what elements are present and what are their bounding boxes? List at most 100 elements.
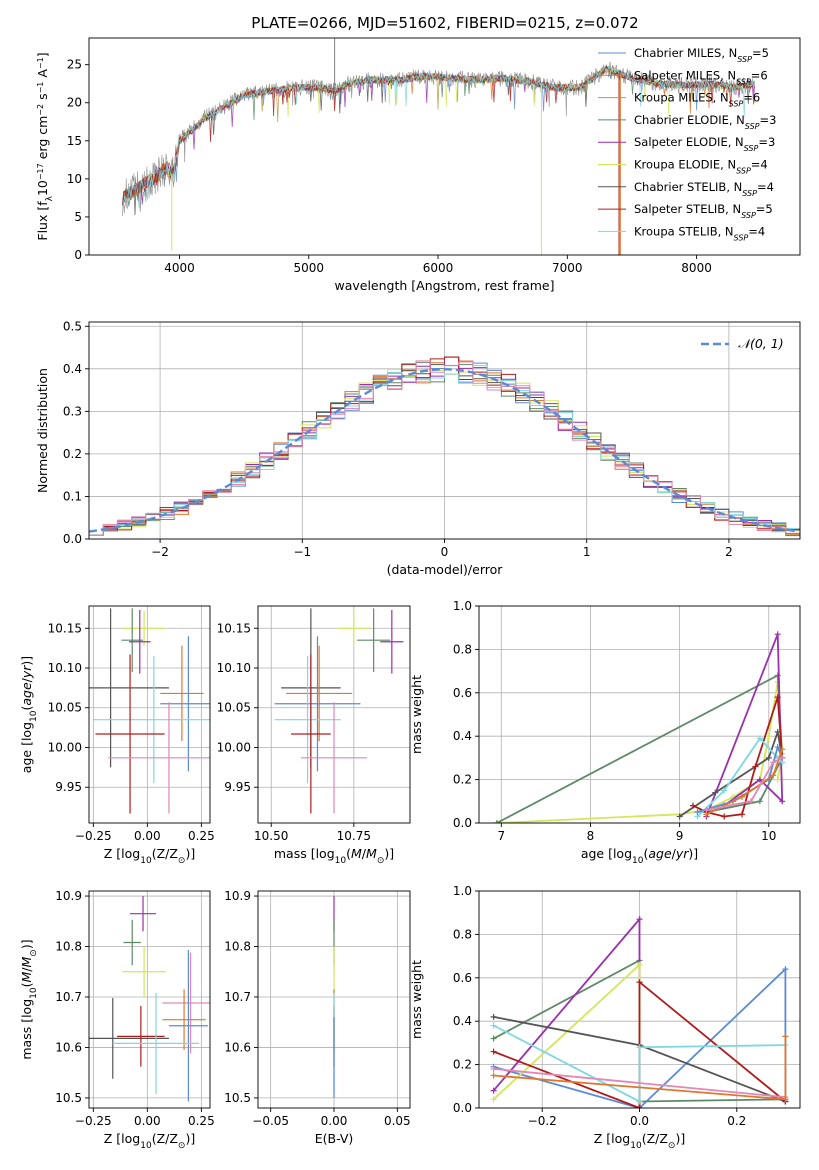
x-tick-label: 0 — [441, 545, 449, 559]
x-tick-label: 10 — [761, 829, 776, 843]
weight-marker — [774, 744, 781, 751]
weight-marker — [490, 1096, 497, 1103]
weight-marker — [770, 772, 777, 779]
errorbar-point — [130, 896, 156, 932]
errorbar-point — [95, 654, 165, 814]
legend-entry: Salpeter ELODIE, NSSP=3 — [634, 135, 775, 153]
axes-frame — [88, 890, 211, 1109]
errorbar-point — [337, 610, 371, 646]
y-tick-label: 0.4 — [453, 729, 472, 743]
y-tick-label: 10.05 — [48, 701, 82, 715]
weight-marker — [752, 763, 759, 770]
weight-series — [496, 673, 784, 823]
y-tick-label: 25 — [67, 58, 82, 72]
y-tick-label: 10.7 — [224, 990, 251, 1004]
y-axis-label: Flux [fλ10−17 erg cm−2 s−1 A−1] — [35, 52, 55, 240]
x-tick-label: 0.05 — [384, 1114, 411, 1128]
errorbar-point — [122, 946, 166, 997]
x-axis-label: mass [log10(M/M⊙)] — [274, 846, 394, 866]
weight-series — [493, 1068, 786, 1099]
y-tick-label: 10.15 — [217, 621, 251, 635]
x-axis-label: age [log10(age/yr)] — [581, 846, 698, 866]
x-tick-label: −0.25 — [75, 829, 112, 843]
y-tick-label: 0.1 — [63, 489, 82, 503]
weight-marker — [774, 631, 781, 638]
errorbar-point — [128, 609, 151, 674]
y-tick-label: 5 — [74, 210, 82, 224]
errorbar-point — [112, 992, 200, 1094]
weight-vs-metallicity-panel: −0.2 0.0 0.2 0.0 0.2 0.4 0.6 0.8 1.0 Z [log10(Z/Z… — [409, 884, 801, 1151]
weight-marker — [694, 809, 701, 816]
axes-frame — [88, 37, 801, 256]
y-axis-label: mass weight — [409, 675, 424, 754]
y-tick-label: 10.8 — [224, 940, 251, 954]
residual-legend: 𝒩(0, 1) — [701, 336, 784, 351]
x-tick-label: 0.25 — [188, 1114, 215, 1128]
errorbar-point — [89, 997, 169, 1079]
x-axis-label: Z [log10(Z/Z⊙)] — [594, 1131, 685, 1151]
gaussian-curve — [89, 368, 798, 533]
errorbar-point — [168, 950, 208, 1102]
age-vs-mass-panel: 10.50 10.75 9.95 10.00 10.05 10.10 10.15 mass [… — [217, 605, 411, 866]
errorbar-point — [162, 989, 206, 1050]
axes-frame — [257, 605, 411, 824]
y-tick-label: 1.0 — [453, 599, 472, 613]
x-tick-label: −0.25 — [75, 1114, 112, 1128]
weight-marker — [490, 1048, 497, 1055]
legend-entry: Kroupa ELODIE, NSSP=4 — [634, 158, 768, 176]
weight-marker — [774, 672, 781, 679]
errorbar-point — [274, 636, 361, 772]
weight-marker — [779, 746, 786, 753]
weight-marker — [765, 733, 772, 740]
spectrum-line — [122, 66, 755, 206]
weight-series — [493, 1024, 786, 1103]
weight-marker — [636, 1044, 643, 1051]
y-tick-label: 10.7 — [55, 990, 82, 1004]
errorbar-point — [380, 609, 404, 674]
y-axis-label: Normed distribution — [35, 368, 50, 493]
weight-marker — [490, 1035, 497, 1042]
errorbar-point — [291, 654, 331, 814]
residual-histogram — [89, 356, 800, 536]
y-tick-label: 10.05 — [217, 701, 251, 715]
weight-marker — [490, 1022, 497, 1029]
y-tick-label: 0.0 — [63, 532, 82, 546]
mass-vs-metallicity-panel: −0.25 0.00 0.25 10.5 10.6 10.7 10.8 10.9 Z [log1… — [19, 889, 215, 1151]
weight-marker — [636, 961, 643, 968]
weight-marker — [712, 789, 719, 796]
y-tick-label: 10.9 — [224, 889, 251, 903]
y-tick-label: 10.10 — [217, 661, 251, 675]
y-axis-label: mass [log10(M/M⊙)] — [19, 939, 39, 1059]
x-tick-label: 8000 — [681, 261, 712, 275]
y-tick-label: 1.0 — [453, 884, 472, 898]
x-tick-label: −2 — [151, 545, 169, 559]
weight-marker — [774, 776, 781, 783]
y-tick-label: 0.0 — [453, 816, 472, 830]
y-tick-label: 10.8 — [55, 940, 82, 954]
y-tick-label: 10.00 — [48, 740, 82, 754]
weight-marker — [490, 1013, 497, 1020]
errorbar-point — [162, 952, 210, 1054]
y-tick-label: 0.2 — [453, 773, 472, 787]
legend-entry: Kroupa STELIB, NSSP=4 — [634, 224, 765, 242]
y-tick-label: 10.10 — [48, 661, 82, 675]
weight-marker — [493, 820, 500, 823]
y-tick-label: 10.15 — [48, 621, 82, 635]
spectrum-legend: Chabrier MILES, NSSP=5 Salpeter MILES, NS… — [598, 46, 776, 242]
y-tick-label: 0.3 — [63, 404, 82, 418]
errorbar-point — [286, 645, 353, 742]
x-tick-label: 0.00 — [134, 1114, 161, 1128]
y-tick-label: 0.2 — [453, 1058, 472, 1072]
x-axis-label: Z [log10(Z/Z⊙)] — [104, 846, 195, 866]
spectrum-panel: 4000 5000 6000 7000 8000 0 5 10 15 20 25 wavelength… — [35, 37, 801, 293]
x-tick-label: 10.50 — [254, 829, 288, 843]
y-tick-label: 0.4 — [63, 362, 82, 376]
x-tick-label: −1 — [293, 545, 311, 559]
legend-entry: Kroupa MILES, NSSP=6 — [634, 91, 760, 109]
weight-marker — [636, 979, 643, 986]
x-tick-label: 0.25 — [188, 829, 215, 843]
y-tick-label: 10.00 — [217, 740, 251, 754]
errorbar-point — [117, 1006, 165, 1067]
x-tick-label: 10.75 — [337, 829, 371, 843]
errorbar-point — [93, 656, 210, 784]
